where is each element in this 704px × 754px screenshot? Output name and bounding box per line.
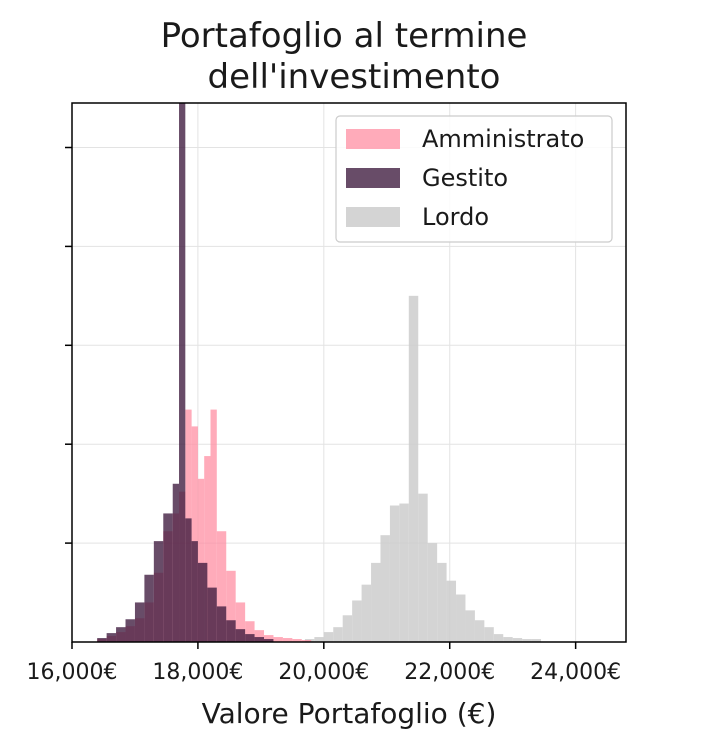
bar-gestito-7 — [163, 513, 173, 642]
bar-amministrato-17 — [235, 602, 246, 642]
bar-lordo-16 — [456, 594, 466, 642]
bar-lordo-14 — [437, 562, 447, 642]
bar-lordo-21 — [503, 637, 513, 642]
bar-amministrato-15 — [216, 531, 227, 642]
chart-title: Portafoglio al termine dell'investimento — [161, 16, 528, 97]
bar-lordo-20 — [493, 634, 504, 642]
bar-lordo-7 — [371, 562, 381, 642]
bar-lordo-3 — [333, 627, 343, 642]
bar-amministrato-21 — [273, 637, 283, 642]
x-tick-label-0: 16,000€ — [27, 660, 118, 685]
legend-swatch-lordo — [346, 207, 400, 227]
bar-amministrato-20 — [264, 635, 274, 642]
bar-amministrato-24 — [301, 640, 312, 642]
plot-frame — [71, 102, 627, 643]
legend: Amministrato Gestito Lordo — [335, 115, 613, 243]
series-gestito — [97, 103, 274, 642]
x-tick-label-4: 24,000€ — [530, 660, 621, 685]
histogram-bars — [97, 103, 542, 642]
x-axis-label: Valore Portafoglio (€) — [202, 697, 497, 730]
bar-gestito-19 — [264, 639, 274, 642]
bar-lordo-19 — [484, 627, 494, 642]
x-tick-label-2: 20,000€ — [278, 660, 369, 685]
bar-gestito-8 — [172, 483, 180, 642]
x-tick-label-1: 18,000€ — [152, 660, 243, 685]
bar-gestito-9 — [179, 103, 186, 642]
bar-lordo-22 — [512, 638, 523, 642]
bar-amministrato-11 — [191, 426, 198, 642]
bar-amministrato-22 — [282, 638, 293, 642]
bar-lordo-1 — [314, 637, 324, 642]
bar-lordo-4 — [342, 615, 353, 642]
bar-gestito-14 — [216, 606, 227, 642]
bar-lordo-23 — [522, 639, 532, 642]
bar-gestito-13 — [207, 587, 217, 642]
bar-gestito-17 — [245, 634, 255, 642]
x-axis-ticks: 16,000€ 18,000€ 20,000€ 22,000€ 24,000€ — [27, 642, 621, 685]
legend-label-lordo: Lordo — [422, 203, 489, 231]
bar-gestito-10 — [185, 518, 192, 642]
bar-gestito-1 — [106, 633, 117, 642]
legend-swatch-amministrato — [346, 129, 400, 149]
bar-amministrato-14 — [210, 409, 217, 642]
bar-gestito-16 — [235, 629, 246, 642]
legend-box — [335, 115, 613, 243]
bar-lordo-13 — [427, 543, 438, 642]
bar-lordo-24 — [531, 639, 542, 642]
bar-gestito-3 — [125, 619, 135, 642]
bar-lordo-5 — [352, 600, 362, 642]
bar-gestito-15 — [226, 620, 236, 642]
series-lordo — [304, 295, 542, 642]
bar-amministrato-16 — [226, 570, 236, 642]
bar-amministrato-19 — [254, 630, 265, 642]
bar-gestito-0 — [97, 638, 107, 642]
bar-lordo-15 — [446, 580, 457, 642]
bar-gestito-11 — [191, 541, 198, 642]
legend-label-gestito: Gestito — [422, 164, 508, 192]
bar-lordo-9 — [389, 505, 400, 642]
bar-gestito-18 — [254, 637, 265, 642]
bar-lordo-10 — [399, 503, 409, 642]
chart-title-line-2: dell'investimento — [208, 57, 501, 97]
bar-gestito-6 — [153, 541, 164, 642]
bar-lordo-8 — [380, 535, 390, 642]
bar-gestito-2 — [116, 627, 126, 642]
y-axis-ticks — [65, 146, 72, 544]
bar-gestito-5 — [144, 574, 154, 642]
bar-lordo-18 — [474, 620, 485, 642]
chart-title-line-1: Portafoglio al termine — [161, 16, 528, 56]
bar-lordo-12 — [418, 493, 428, 642]
legend-label-amministrato: Amministrato — [422, 125, 584, 153]
bar-lordo-2 — [323, 632, 334, 642]
bar-lordo-17 — [465, 610, 475, 642]
bar-gestito-4 — [134, 602, 145, 642]
legend-swatch-gestito — [346, 168, 400, 188]
bar-lordo-6 — [361, 584, 372, 642]
bar-amministrato-12 — [197, 478, 205, 642]
bar-amministrato-23 — [292, 639, 302, 642]
bar-gestito-12 — [197, 562, 208, 642]
bar-amministrato-13 — [204, 456, 211, 642]
bar-lordo-11 — [408, 295, 419, 642]
x-tick-label-3: 22,000€ — [404, 660, 495, 685]
bar-amministrato-18 — [245, 621, 255, 642]
